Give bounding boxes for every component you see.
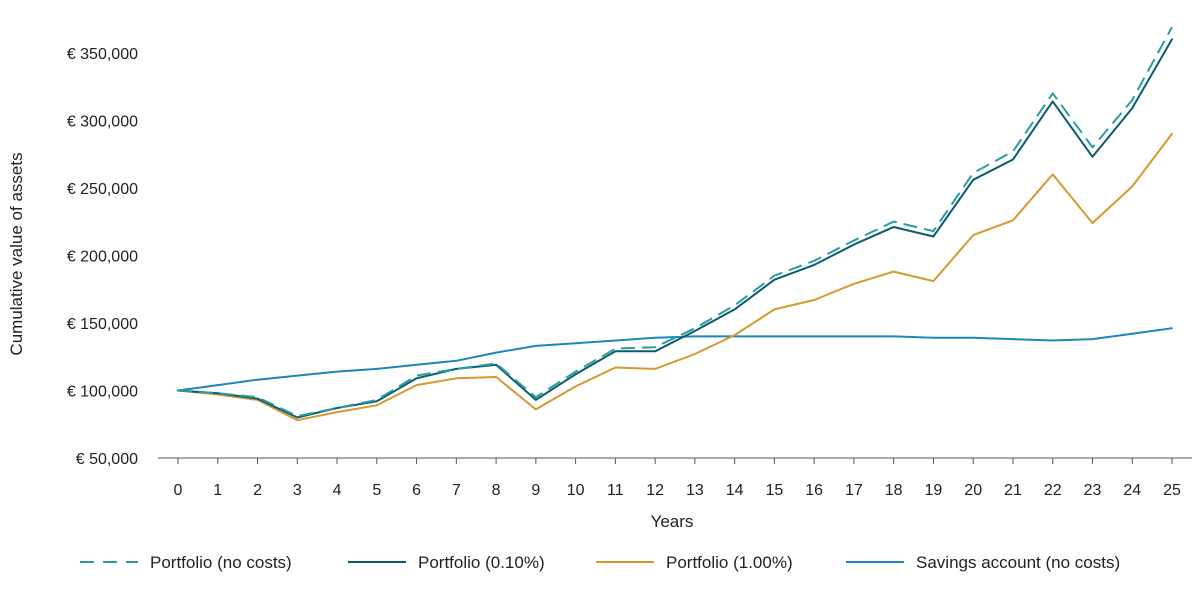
x-tick-label: 17 xyxy=(845,482,863,499)
x-tick-label: 3 xyxy=(293,482,302,499)
y-tick-label: € 150,000 xyxy=(67,316,138,333)
y-tick-labels: € 50,000 € 100,000 € 150,000 € 200,000 € 250… xyxy=(67,46,138,468)
legend-item-2: Portfolio (1.00%) xyxy=(596,553,793,572)
y-axis-title: Cumulative value of assets xyxy=(7,152,26,355)
x-tick-label: 25 xyxy=(1163,482,1181,499)
y-tick-label: € 100,000 xyxy=(67,383,138,400)
x-tick-label: 22 xyxy=(1044,482,1062,499)
x-tick-labels: 0 1 2 3 4 5 6 7 8 9 10 11 12 13 14 15 16 17 18 19 20 21 22 23 24… xyxy=(174,458,1181,499)
x-tick-label: 16 xyxy=(805,482,823,499)
legend-label: Portfolio (0.10%) xyxy=(418,553,545,572)
y-tick-label: € 250,000 xyxy=(67,181,138,198)
x-tick-label: 11 xyxy=(607,482,624,499)
x-tick-label: 10 xyxy=(567,482,585,499)
legend-item-0: Portfolio (no costs) xyxy=(80,553,292,572)
series-line-2 xyxy=(177,132,1173,422)
x-tick-label: 9 xyxy=(531,482,540,499)
legend-label: Portfolio (no costs) xyxy=(150,553,292,572)
legend-item-3: Savings account (no costs) xyxy=(846,553,1120,572)
legend-label: Portfolio (1.00%) xyxy=(666,553,793,572)
x-tick-label: 14 xyxy=(726,482,744,499)
y-tick-label: € 50,000 xyxy=(76,451,138,468)
y-tick-label: € 350,000 xyxy=(67,46,138,63)
x-tick-label: 0 xyxy=(174,482,183,499)
x-tick-label: 23 xyxy=(1084,482,1102,499)
x-tick-label: 7 xyxy=(452,482,461,499)
x-tick-label: 24 xyxy=(1123,482,1141,499)
series-line-3 xyxy=(177,327,1173,392)
x-tick-label: 6 xyxy=(412,482,421,499)
x-tick-label: 21 xyxy=(1004,482,1022,499)
x-tick-label: 1 xyxy=(213,482,222,499)
x-tick-label: 12 xyxy=(646,482,664,499)
x-axis-title: Years xyxy=(651,512,694,531)
x-tick-label: 5 xyxy=(372,482,381,499)
legend-label: Savings account (no costs) xyxy=(916,553,1120,572)
legend: Portfolio (no costs) Portfolio (0.10%) Por… xyxy=(80,553,1120,572)
x-tick-label: 20 xyxy=(964,482,982,499)
x-tick-label: 15 xyxy=(766,482,784,499)
x-tick-label: 8 xyxy=(492,482,501,499)
x-tick-label: 4 xyxy=(333,482,342,499)
x-tick-label: 2 xyxy=(253,482,262,499)
legend-item-1: Portfolio (0.10%) xyxy=(348,553,545,572)
series-layer xyxy=(177,26,1173,422)
x-tick-label: 13 xyxy=(686,482,704,499)
y-tick-label: € 300,000 xyxy=(67,113,138,130)
x-tick-label: 19 xyxy=(925,482,943,499)
y-tick-label: € 200,000 xyxy=(67,248,138,265)
series-line-0 xyxy=(177,26,1173,418)
x-tick-label: 18 xyxy=(885,482,903,499)
